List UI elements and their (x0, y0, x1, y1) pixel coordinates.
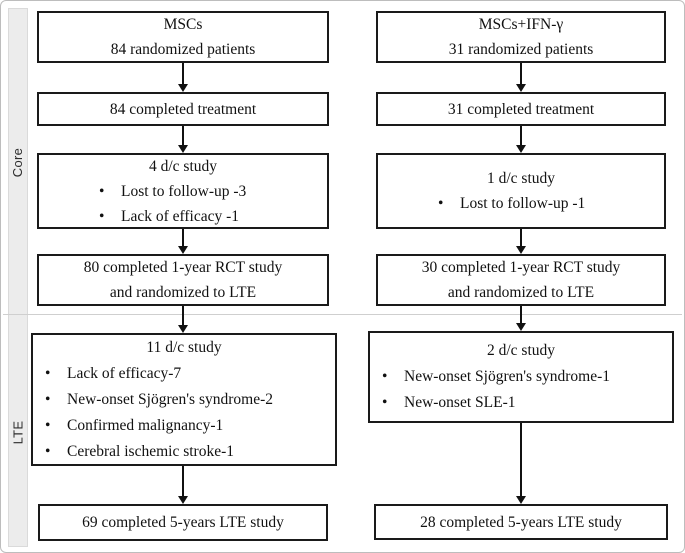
box-mscs-completed-lte: 69 completed 5-years LTE study (38, 504, 328, 541)
section-divider (3, 314, 682, 315)
dc-reason: New-onset Sjögren's syndrome-1 (378, 364, 672, 390)
dc-reasons: Lost to follow-up -1 (378, 191, 664, 216)
dc-title: 4 d/c study (148, 157, 218, 175)
arm-title: MSCs (163, 16, 203, 33)
dc-reason: Confirmed malignancy-1 (41, 413, 335, 439)
dc-reason: New-onset SLE-1 (378, 390, 672, 416)
section-strip: Core LTE (8, 8, 28, 547)
flow-arrow (178, 229, 188, 254)
dc-reason: Cerebral ischemic stroke-1 (41, 439, 335, 465)
flow-arrow (516, 126, 526, 153)
box-mscs-enrollment: MSCs 84 randomized patients (37, 11, 329, 63)
dc-title: 2 d/c study (486, 342, 556, 359)
box-mscs-completed-treatment: 84 completed treatment (37, 92, 329, 126)
randomized-count: 31 randomized patients (448, 41, 594, 58)
dc-reason: Lost to follow-up -1 (434, 191, 664, 216)
box-ifn-completed-treatment: 31 completed treatment (376, 92, 666, 126)
section-lte: LTE (9, 316, 27, 548)
dc-reason: Lost to follow-up -3 (95, 179, 327, 204)
dc-reason: Lack of efficacy -1 (95, 204, 327, 229)
flow-arrow (178, 306, 188, 333)
section-label-core: Core (10, 147, 26, 177)
dc-reason: Lack of efficacy-7 (41, 361, 335, 387)
box-ifn-completed-lte: 28 completed 5-years LTE study (374, 504, 668, 540)
flow-arrow (178, 63, 188, 92)
box-mscs-completed-rct: 80 completed 1-year RCT study and random… (37, 254, 329, 306)
flow-arrow (516, 63, 526, 92)
dc-reasons: Lack of efficacy-7 New-onset Sjögren's s… (33, 361, 335, 465)
box-ifn-lte-discontinued: 2 d/c study New-onset Sjögren's syndrome… (368, 331, 674, 423)
dc-title: 1 d/c study (486, 170, 556, 187)
dc-reasons: New-onset Sjögren's syndrome-1 New-onset… (370, 364, 672, 416)
dc-reason: New-onset Sjögren's syndrome-2 (41, 387, 335, 413)
flow-arrow (516, 423, 526, 504)
box-ifn-enrollment: MSCs+IFN-γ 31 randomized patients (376, 11, 666, 63)
box-mscs-lte-discontinued: 11 d/c study Lack of efficacy-7 New-onse… (31, 333, 337, 466)
randomized-count: 84 randomized patients (110, 41, 256, 58)
section-label-lte: LTE (10, 420, 26, 444)
flow-arrow (178, 126, 188, 153)
dc-reasons: Lost to follow-up -3 Lack of efficacy -1 (39, 179, 327, 229)
flow-arrow (516, 306, 526, 331)
box-ifn-core-discontinued: 1 d/c study Lost to follow-up -1 (376, 153, 666, 229)
section-core: Core (9, 9, 27, 315)
flow-arrow (516, 229, 526, 254)
dc-title: 11 d/c study (146, 338, 222, 356)
box-mscs-core-discontinued: 4 d/c study Lost to follow-up -3 Lack of… (37, 153, 329, 229)
arm-title: MSCs+IFN-γ (478, 16, 564, 33)
flow-arrow (178, 466, 188, 504)
box-ifn-completed-rct: 30 completed 1-year RCT study and random… (376, 254, 666, 306)
